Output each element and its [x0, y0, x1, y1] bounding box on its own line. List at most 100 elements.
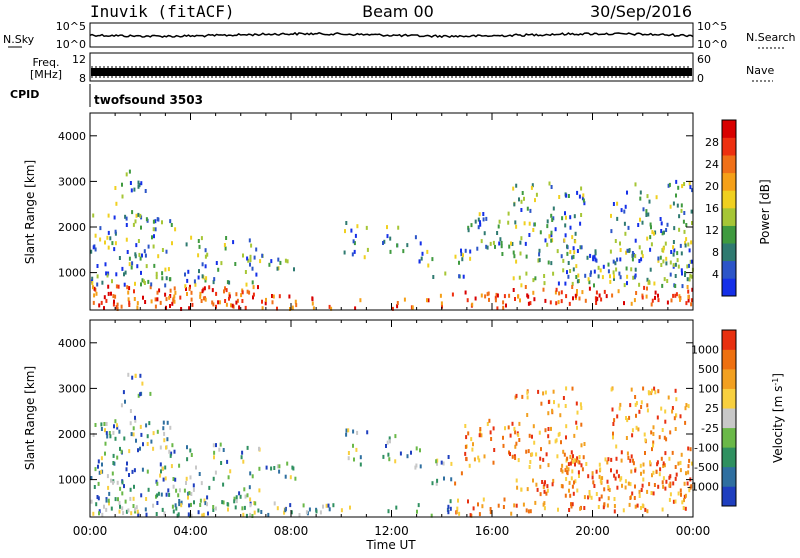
- echo-cell: [132, 432, 135, 437]
- echo-cell: [571, 235, 574, 240]
- echo-cell: [118, 256, 121, 260]
- echo-cell: [290, 510, 293, 515]
- date-title: 30/Sep/2016: [590, 2, 692, 21]
- echo-cell: [177, 493, 180, 498]
- echo-cell: [159, 445, 162, 450]
- echo-cell: [513, 254, 516, 259]
- echo-cell: [134, 415, 136, 420]
- echo-cell: [129, 181, 132, 185]
- echo-cell: [120, 304, 123, 309]
- echo-cell: [246, 493, 249, 498]
- echo-cell: [494, 244, 496, 249]
- echo-cell: [124, 499, 127, 504]
- echo-cell: [270, 259, 273, 264]
- colorbar-swatch: [722, 120, 736, 138]
- echo-cell: [190, 290, 193, 295]
- echo-cell: [625, 250, 628, 255]
- echo-cell: [123, 272, 125, 277]
- echo-cell: [689, 447, 692, 452]
- echo-cell: [548, 440, 551, 445]
- echo-cell: [90, 476, 93, 480]
- echo-cell: [175, 488, 178, 493]
- echo-cell: [631, 428, 634, 433]
- echo-cell: [610, 213, 612, 218]
- echo-cell: [554, 227, 557, 232]
- echo-cell: [112, 294, 115, 299]
- echo-cell: [599, 467, 602, 472]
- echo-cell: [180, 307, 183, 311]
- echo-cell: [311, 296, 314, 301]
- echo-cell: [668, 182, 671, 187]
- echo-cell: [642, 477, 645, 482]
- echo-cell: [267, 512, 270, 517]
- echo-cell: [131, 210, 134, 215]
- echo-cell: [684, 493, 687, 498]
- echo-cell: [212, 505, 215, 509]
- echo-cell: [99, 237, 102, 242]
- echo-cell: [576, 410, 579, 415]
- echo-cell: [598, 462, 601, 467]
- echo-cell: [238, 305, 241, 310]
- echo-cell: [359, 462, 362, 467]
- echo-cell: [258, 466, 261, 471]
- echo-cell: [252, 285, 255, 290]
- echo-cell: [681, 284, 684, 289]
- echo-cell: [235, 292, 238, 297]
- colorbar-swatch: [722, 466, 736, 487]
- echo-cell: [674, 427, 677, 431]
- echo-cell: [573, 458, 576, 463]
- echo-cell: [146, 434, 149, 439]
- echo-cell: [683, 211, 686, 215]
- echo-cell: [233, 499, 236, 504]
- echo-cell: [520, 208, 523, 212]
- echo-cell: [96, 264, 99, 268]
- echo-cell: [115, 272, 118, 277]
- echo-cell: [609, 274, 611, 279]
- echo-cell: [328, 304, 331, 309]
- echo-cell: [108, 431, 111, 435]
- echo-cell: [107, 291, 110, 296]
- colorbar-swatch: [722, 388, 736, 409]
- echo-cell: [347, 428, 350, 433]
- echo-cell: [518, 438, 521, 442]
- echo-cell: [97, 481, 100, 486]
- echo-cell: [639, 217, 641, 222]
- velocity-colorbar-label: Velocity [m s-1]: [771, 373, 785, 463]
- echo-cell: [652, 491, 655, 496]
- echo-cell: [572, 246, 575, 251]
- echo-cell: [550, 261, 553, 266]
- echo-cell: [690, 259, 693, 264]
- echo-cell: [577, 273, 580, 278]
- echo-cell: [525, 271, 528, 276]
- echo-cell: [578, 455, 581, 459]
- echo-cell: [562, 258, 565, 263]
- echo-cell: [125, 223, 128, 227]
- x-tick-label: 20:00: [575, 524, 610, 538]
- echo-cell: [522, 502, 525, 507]
- echo-cell: [486, 292, 489, 297]
- colorbar-tick-label: 24: [705, 158, 719, 171]
- echo-cell: [460, 252, 463, 257]
- colorbar-tick-label: 8: [712, 246, 719, 259]
- echo-cell: [134, 507, 137, 512]
- echo-cell: [662, 259, 665, 264]
- echo-cell: [544, 390, 547, 395]
- echo-cell: [643, 285, 646, 290]
- echo-cell: [92, 300, 95, 305]
- echo-cell: [603, 289, 606, 294]
- colorbar-swatch: [722, 225, 736, 244]
- echo-cell: [139, 424, 142, 429]
- echo-cell: [615, 456, 618, 461]
- echo-cell: [101, 280, 104, 285]
- echo-cell: [586, 255, 589, 260]
- echo-cell: [546, 484, 549, 489]
- echo-cell: [284, 258, 287, 263]
- echo-cell: [211, 288, 214, 293]
- echo-cell: [575, 292, 578, 297]
- echo-cell: [570, 502, 572, 507]
- echo-cell: [552, 389, 555, 394]
- echo-cell: [544, 238, 547, 243]
- echo-cell: [111, 241, 114, 246]
- echo-cell: [134, 252, 137, 257]
